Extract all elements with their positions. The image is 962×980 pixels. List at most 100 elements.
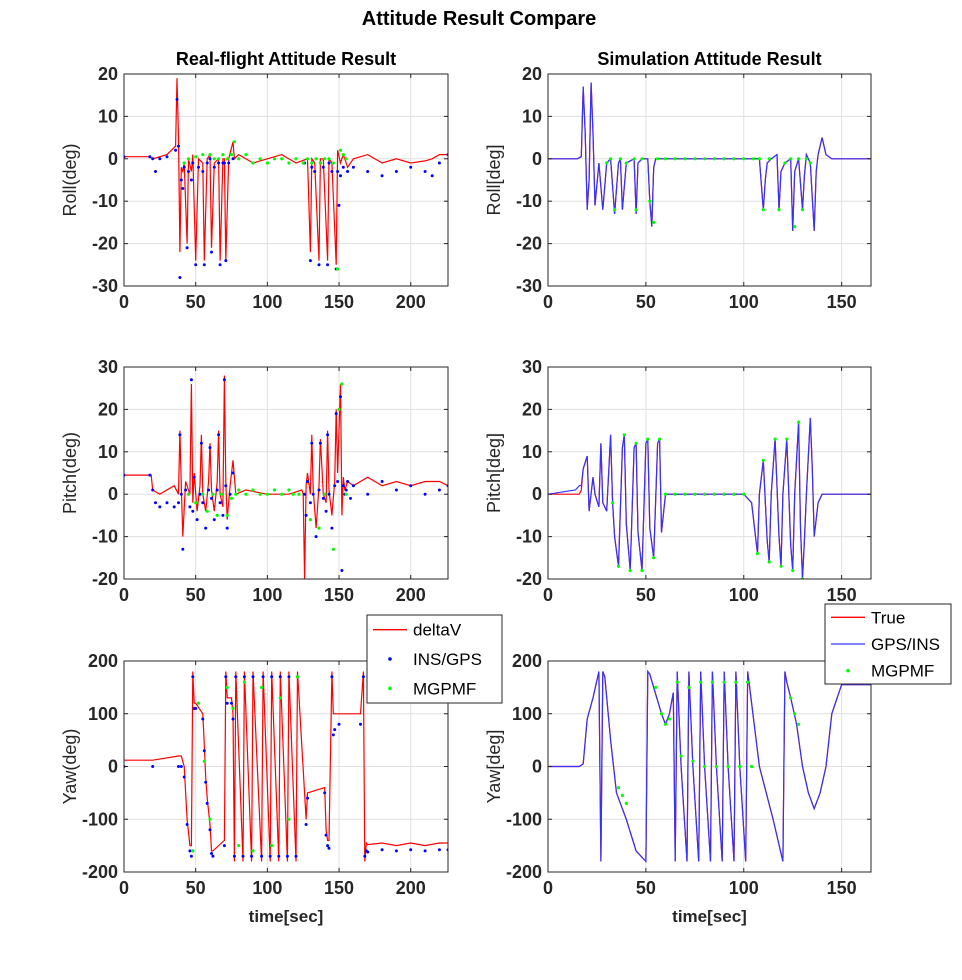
y-tick-label: -30 xyxy=(92,276,118,296)
series-ins-gps-point xyxy=(228,492,232,496)
series-ins-gps-point xyxy=(423,849,427,853)
series-mgpmf-point xyxy=(800,208,805,212)
y-tick-label: -10 xyxy=(92,527,118,547)
series-ins-gps-point xyxy=(349,496,352,500)
legend-entry-ins-gps-label: INS/GPS xyxy=(413,650,482,669)
series-ins-gps-point xyxy=(324,509,328,513)
series-mgpmf-point xyxy=(323,492,327,496)
x-tick-label: 150 xyxy=(324,585,354,605)
series-ins-gps-point xyxy=(366,850,370,854)
series-mgpmf-point xyxy=(656,157,660,161)
series-ins-gps-point xyxy=(204,526,208,530)
y-tick-label: -10 xyxy=(516,527,542,547)
series-mgpmf-point xyxy=(808,161,812,165)
data-layer xyxy=(124,78,448,279)
series-ins-gps-point xyxy=(191,675,195,679)
series-mgpmf-point xyxy=(622,433,626,437)
series-ins-gps-point xyxy=(326,263,330,267)
series-ins-gps-point xyxy=(331,733,335,737)
series-ins-gps-point xyxy=(308,501,312,505)
series-ins-gps-point xyxy=(394,170,398,173)
series-ins-gps-point xyxy=(185,246,189,250)
series-ins-gps-point xyxy=(174,148,178,152)
series-mgpmf-point xyxy=(793,225,797,229)
series-ins-gps-point xyxy=(188,849,192,853)
legend-entry-gps-ins-label: GPS/INS xyxy=(871,635,940,654)
series-ins-gps-point xyxy=(205,161,209,165)
series-mgpmf-point xyxy=(265,492,269,496)
series-ins-gps-point xyxy=(437,488,441,492)
series-mgpmf-point xyxy=(789,696,793,700)
series-ins-gps-point xyxy=(165,501,169,505)
series-ins-gps-point xyxy=(294,854,298,858)
series-ins-gps-point xyxy=(341,484,345,488)
series-ins-gps-point xyxy=(189,178,193,182)
series-ins-gps-point xyxy=(154,170,157,173)
series-mgpmf-point xyxy=(683,157,687,161)
series-mgpmf-point xyxy=(648,199,652,203)
series-ins-gps-point xyxy=(326,433,330,437)
panel-sim-yaw: 0 50 100 150 200 100 0 -100 -200 Yaw[deg] time[sec… xyxy=(484,651,872,926)
series-mgpmf-point xyxy=(793,712,797,716)
series-mgpmf-point xyxy=(295,675,300,679)
series-ins-gps-point xyxy=(224,484,228,488)
series-mgpmf-point xyxy=(663,157,668,161)
y-tick-label: 10 xyxy=(98,442,118,462)
series-mgpmf-point xyxy=(211,492,215,496)
series-ins-gps-point xyxy=(227,161,231,165)
axes-box xyxy=(123,366,449,580)
series-ins-gps-point xyxy=(208,446,212,450)
series-deltav-line xyxy=(124,671,448,862)
legend-entry-mgpmf-swatch xyxy=(846,668,850,673)
series-ins-gps-point xyxy=(189,854,193,858)
series-mgpmf-point xyxy=(201,153,205,157)
series-ins-gps-point xyxy=(182,165,186,169)
series-ins-gps-point xyxy=(212,518,216,522)
series-mgpmf-point xyxy=(714,764,719,769)
y-axis-label: Roll[deg] xyxy=(484,144,504,215)
series-ins-gps-point xyxy=(148,155,152,159)
y-tick-label: 20 xyxy=(98,399,118,419)
series-ins-gps-point xyxy=(260,854,264,858)
series-ins-gps-point xyxy=(361,675,365,679)
series-mgpmf-point xyxy=(310,161,314,165)
series-ins-gps-point xyxy=(212,165,216,169)
series-ins-gps-point xyxy=(154,501,157,505)
y-tick-label: -20 xyxy=(92,234,118,254)
y-tick-label: 0 xyxy=(108,484,118,504)
series-ins-gps-point xyxy=(151,157,155,161)
series-ins-gps-point xyxy=(437,161,441,165)
legend-entry-mgpmf-swatch xyxy=(388,686,392,691)
y-tick-label: 10 xyxy=(522,106,542,126)
series-ins-gps-point xyxy=(197,165,200,169)
axes-box xyxy=(547,73,872,287)
x-tick-label: 50 xyxy=(636,585,656,605)
series-ins-gps-point xyxy=(409,165,413,169)
series-mgpmf-point xyxy=(773,437,777,441)
series-mgpmf-point xyxy=(272,488,277,492)
x-tick-label: 50 xyxy=(636,292,656,312)
x-tick-label: 100 xyxy=(729,585,759,605)
series-mgpmf-point xyxy=(620,793,625,798)
series-ins-gps-point xyxy=(261,675,265,679)
series-mgpmf-point xyxy=(196,701,201,705)
series-mgpmf-point xyxy=(732,157,736,161)
x-tick-label: 150 xyxy=(827,585,857,605)
series-mgpmf-point xyxy=(646,437,650,441)
series-ins-gps-point xyxy=(287,675,291,679)
y-tick-label: -20 xyxy=(516,569,542,589)
series-ins-gps-point xyxy=(201,170,205,173)
series-mgpmf-point xyxy=(779,564,783,568)
series-mgpmf-point xyxy=(294,157,298,161)
series-mgpmf-point xyxy=(673,492,677,496)
series-ins-gps-point xyxy=(185,823,189,826)
series-ins-gps-point xyxy=(268,854,272,858)
series-mgpmf-point xyxy=(667,717,672,721)
series-mgpmf-point xyxy=(687,685,691,690)
series-mgpmf-point xyxy=(693,157,697,161)
series-ins-gps-point xyxy=(202,263,206,267)
series-ins-gps-point xyxy=(310,441,314,445)
series-ins-gps-point xyxy=(344,488,348,492)
series-mgpmf-point xyxy=(237,488,241,492)
